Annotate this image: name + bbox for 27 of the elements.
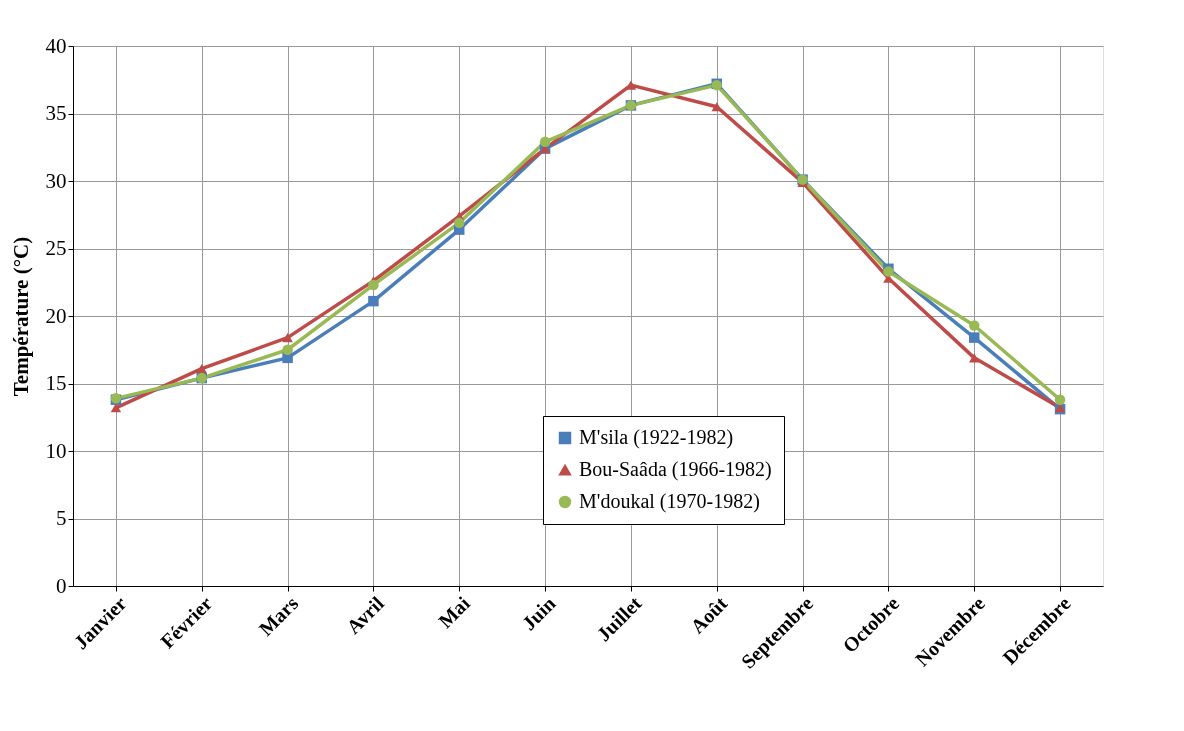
y-tick-label: 10 bbox=[45, 438, 67, 463]
y-tick-label: 25 bbox=[45, 236, 67, 260]
legend-label: M'doukal (1970-1982) bbox=[579, 490, 760, 513]
legend-label: Bou-Saâda (1966-1982) bbox=[579, 458, 772, 481]
point bbox=[539, 136, 551, 148]
point bbox=[196, 364, 207, 374]
y-tick-label: 35 bbox=[45, 101, 67, 125]
point bbox=[282, 333, 293, 343]
y-tick-label: 5 bbox=[56, 506, 67, 530]
point bbox=[969, 320, 980, 331]
y-tick-label: 0 bbox=[56, 573, 67, 598]
y-tick-label: 30 bbox=[45, 168, 67, 193]
y-tick-label: 40 bbox=[45, 33, 67, 58]
y-axis-title: Température (°C) bbox=[8, 236, 33, 397]
point bbox=[1054, 394, 1066, 405]
point bbox=[110, 403, 122, 413]
point bbox=[969, 353, 980, 363]
point bbox=[368, 295, 379, 307]
y-tick-label: 20 bbox=[45, 303, 67, 328]
y-tick-label: 15 bbox=[45, 371, 67, 395]
point bbox=[282, 344, 293, 355]
legend-label: M'sila (1922-1982) bbox=[579, 426, 734, 449]
point bbox=[969, 332, 980, 343]
x-tick-label: Mai bbox=[433, 591, 475, 632]
point bbox=[368, 279, 379, 291]
x-tick-label: Juin bbox=[517, 592, 560, 635]
point bbox=[454, 217, 465, 229]
